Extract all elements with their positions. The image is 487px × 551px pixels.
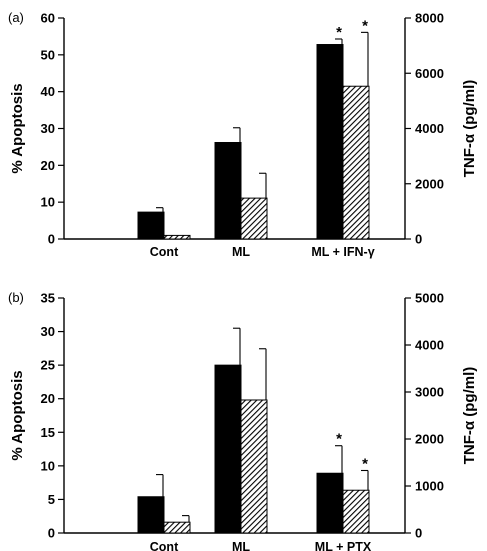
bar-apoptosis	[214, 364, 242, 534]
bar-tnf	[163, 521, 191, 534]
y-tick-label-left: 20	[41, 158, 55, 173]
significance-marker: *	[336, 431, 342, 448]
panel-label: (b)	[8, 290, 24, 305]
bar-apoptosis	[316, 44, 344, 240]
bar-apoptosis	[316, 472, 344, 534]
y-tick-label-left: 30	[41, 121, 55, 136]
significance-marker: *	[362, 17, 368, 34]
y-tick-label-right: 0	[415, 526, 422, 541]
y-tick-label-right: 2000	[415, 176, 444, 191]
y-axis-title-right: TNF-α (pg/ml)	[461, 80, 478, 178]
y-tick-label-right: 1000	[415, 479, 444, 494]
significance-marker: *	[336, 24, 342, 41]
panel-label: (a)	[8, 10, 24, 25]
bar-tnf	[342, 489, 370, 534]
bar-tnf	[240, 197, 268, 240]
y-tick-label-right: 6000	[415, 66, 444, 81]
bar-tnf	[342, 85, 370, 240]
chart-panel-b: (b) 0 5 10 15 20 25 30 35 0 1000 2000 3000 4000 5000 % …	[8, 290, 478, 551]
y-tick-label-left: 25	[41, 358, 55, 373]
y-tick-label-right: 3000	[415, 385, 444, 400]
x-category-label: ML	[232, 540, 250, 551]
x-category-label: ML + PTX	[315, 540, 372, 551]
y-tick-label-right: 0	[415, 232, 422, 247]
y-tick-label-left: 30	[41, 324, 55, 339]
chart-panel-a: (a) 0 10 20 30 40 50 60 0 2000 4000 6000 8000 % Apopt…	[8, 10, 478, 259]
y-axis-title-left: % Apoptosis	[9, 83, 26, 173]
x-category-label: Cont	[150, 245, 179, 259]
y-tick-label-left: 15	[41, 425, 55, 440]
x-category-label: ML	[232, 245, 250, 259]
y-tick-label-left: 0	[48, 526, 55, 541]
y-tick-label-left: 10	[41, 195, 55, 210]
significance-marker: *	[362, 455, 368, 472]
y-tick-label-left: 60	[41, 11, 55, 26]
y-tick-label-left: 20	[41, 391, 55, 406]
y-tick-label-right: 4000	[415, 338, 444, 353]
y-tick-label-left: 50	[41, 47, 55, 62]
y-axis-title-left: % Apoptosis	[9, 370, 26, 460]
y-tick-label-right: 5000	[415, 291, 444, 306]
bar-apoptosis	[137, 211, 165, 240]
y-tick-label-right: 2000	[415, 432, 444, 447]
y-tick-label-right: 8000	[415, 11, 444, 26]
y-tick-label-left: 0	[48, 232, 55, 247]
y-tick-label-left: 5	[48, 492, 55, 507]
y-tick-label-left: 35	[41, 291, 55, 306]
x-category-label: ML + IFN-γ	[311, 245, 374, 259]
bar-apoptosis	[137, 496, 165, 534]
y-tick-label-right: 4000	[415, 121, 444, 136]
bar-tnf	[163, 234, 191, 240]
x-category-label: Cont	[150, 540, 179, 551]
y-axis-title-right: TNF-α (pg/ml)	[461, 367, 478, 465]
bar-tnf	[240, 399, 268, 534]
y-tick-label-left: 40	[41, 84, 55, 99]
y-tick-label-left: 10	[41, 458, 55, 473]
bar-apoptosis	[214, 141, 242, 240]
